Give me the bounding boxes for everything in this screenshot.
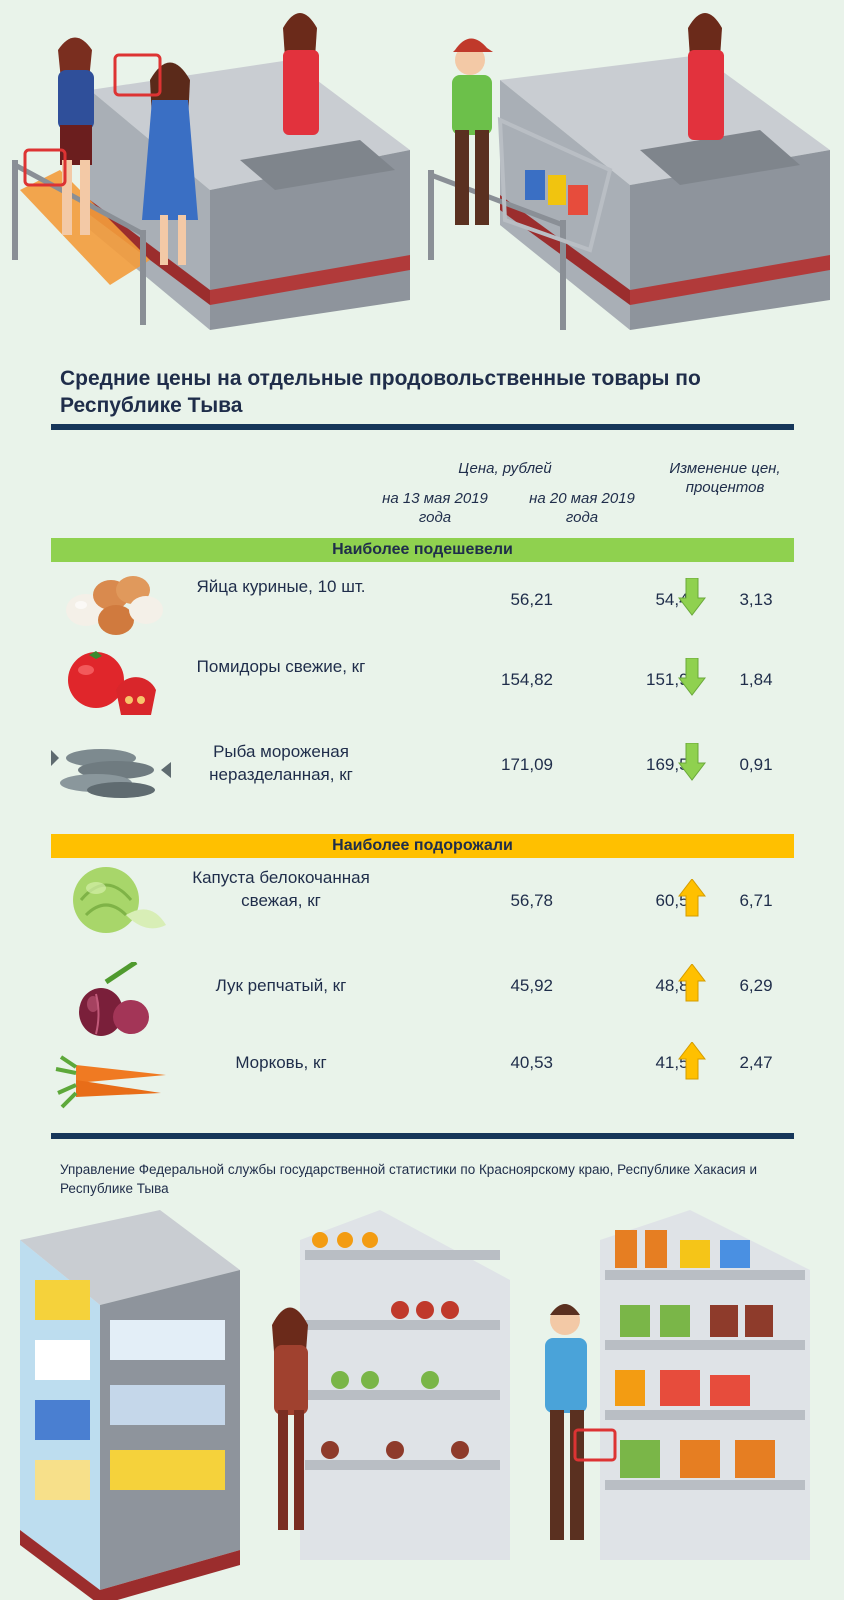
- product-name: Морковь, кг: [235, 1053, 327, 1072]
- fish-icon: [51, 749, 171, 798]
- date1-header: на 13 мая 2019 года: [382, 490, 488, 526]
- date2-header: на 20 мая 2019 года: [529, 490, 635, 526]
- arrow-down-icon: [678, 578, 706, 616]
- change-percent: 3,13: [739, 590, 773, 609]
- product-name: Капуста белокочанная свежая, кг: [192, 868, 370, 910]
- change-percent: 2,47: [739, 1053, 773, 1072]
- page-title: Средние цены на отдельные продовольствен…: [60, 367, 701, 417]
- change-header: Изменение цен, процентов: [669, 460, 781, 496]
- checkout-illustration: [12, 13, 830, 330]
- product-name: Лук репчатый, кг: [215, 976, 347, 995]
- eggs-icon: [66, 576, 163, 635]
- product-name: Рыба мороженая неразделанная, кг: [209, 742, 353, 784]
- change-percent: 6,29: [739, 976, 773, 995]
- cheaper-section-header: Наиболее подешевели: [51, 538, 794, 562]
- onion-icon: [79, 962, 149, 1036]
- arrow-up-icon: [678, 879, 706, 917]
- change-percent: 6,71: [739, 891, 773, 910]
- arrow-up-icon: [678, 1042, 706, 1080]
- price-may13: 40,53: [510, 1053, 553, 1072]
- change-percent: 0,91: [739, 755, 773, 774]
- price-may13: 171,09: [501, 755, 553, 774]
- arrow-up-icon: [678, 964, 706, 1002]
- tomato-icon: [68, 651, 156, 715]
- price-may13: 56,21: [510, 590, 553, 609]
- source-note: Управление Федеральной службы государств…: [60, 1162, 758, 1196]
- price-may13: 56,78: [510, 891, 553, 910]
- change-percent: 1,84: [739, 670, 773, 689]
- pricier-section-header: Наиболее подорожали: [51, 834, 794, 858]
- arrow-down-icon: [678, 743, 706, 781]
- store-shelves-illustration: [20, 1210, 810, 1600]
- price-may13: 154,82: [501, 670, 553, 689]
- price-header: Цена, рублей: [458, 460, 552, 477]
- arrow-down-icon: [678, 658, 706, 696]
- carrot-icon: [55, 1055, 166, 1109]
- top-divider: [51, 424, 794, 430]
- cabbage-icon: [73, 867, 166, 933]
- product-name: Яйца куриные, 10 шт.: [196, 577, 366, 596]
- price-may13: 45,92: [510, 976, 553, 995]
- bottom-divider: [51, 1133, 794, 1139]
- product-name: Помидоры свежие, кг: [196, 657, 366, 676]
